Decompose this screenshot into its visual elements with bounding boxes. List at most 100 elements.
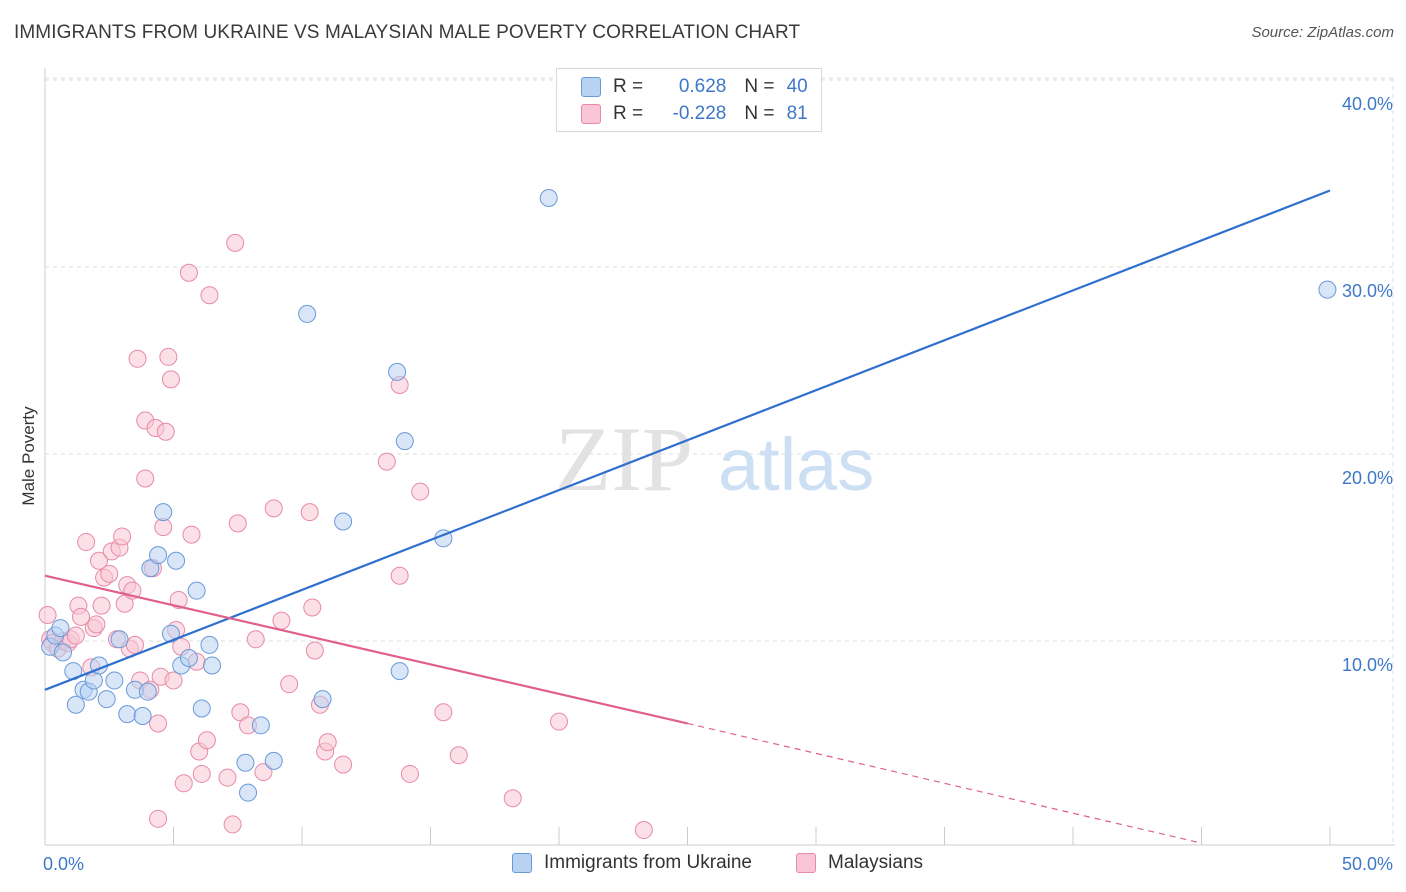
malaysians-point	[411, 482, 430, 501]
malaysians-point	[89, 551, 108, 570]
y-tick-label: 40.0%	[1342, 94, 1393, 114]
malaysians-trend-extension	[687, 722, 1202, 844]
legend-swatch-ukraine	[512, 853, 532, 873]
malaysians-point	[634, 821, 653, 840]
ukraine-point	[51, 619, 70, 638]
legend-r-label: R =	[613, 103, 649, 124]
ukraine-point	[154, 503, 173, 522]
malaysians-point	[154, 518, 173, 537]
ukraine-point	[539, 188, 558, 207]
ukraine-point	[138, 682, 157, 701]
malaysians-point	[377, 452, 396, 471]
x-tick-label: 0.0%	[43, 854, 84, 874]
malaysians-point	[400, 764, 419, 783]
ukraine-point	[298, 304, 317, 323]
malaysians-point	[503, 789, 522, 808]
malaysians-point	[100, 564, 119, 583]
watermark-atlas: atlas	[718, 423, 874, 506]
malaysians-point	[179, 263, 198, 282]
legend-item-ukraine: Immigrants from Ukraine	[512, 852, 752, 874]
ukraine-point	[167, 551, 186, 570]
legend-r-label: R =	[613, 76, 649, 97]
malaysians-point	[272, 611, 291, 630]
ukraine-point	[179, 649, 198, 667]
ukraine-point	[1318, 280, 1337, 299]
malaysians-point	[197, 731, 216, 750]
watermark-zip: ZIP	[555, 408, 693, 510]
malaysians-point	[550, 712, 568, 731]
ukraine-point	[203, 656, 222, 675]
malaysians-point	[38, 605, 57, 624]
watermark: ZIP atlas	[555, 408, 874, 510]
x-tick-label: 50.0%	[1342, 854, 1393, 874]
malaysians-point	[300, 503, 319, 522]
malaysians-point	[156, 422, 175, 441]
ukraine-point	[118, 705, 137, 724]
malaysians-point	[66, 626, 85, 645]
malaysians-point	[161, 370, 180, 389]
legend-r-value-ukraine: 0.628	[678, 76, 727, 97]
malaysians-point	[128, 349, 147, 368]
trend-lines	[44, 189, 1331, 844]
ukraine-point	[251, 716, 270, 735]
malaysians-point	[434, 703, 453, 722]
ukraine-trend-line	[44, 189, 1331, 691]
legend-row-ukraine: R = 0.628 N = 40	[581, 74, 808, 100]
ukraine-point	[388, 362, 407, 381]
legend-n-value-ukraine: 40	[786, 76, 808, 97]
ukraine-point	[66, 695, 85, 714]
malaysians-point	[149, 809, 168, 828]
malaysians-points	[38, 233, 653, 840]
legend-label-ukraine: Immigrants from Ukraine	[544, 852, 752, 873]
ukraine-point	[390, 662, 409, 681]
ukraine-point	[313, 690, 332, 709]
malaysians-point	[92, 596, 111, 615]
ukraine-point	[200, 635, 219, 654]
y-axis-label: Male Poverty	[19, 406, 38, 506]
malaysians-point	[264, 499, 283, 518]
malaysians-point	[303, 598, 322, 617]
malaysians-point	[159, 347, 178, 366]
legend-swatch-malaysians	[796, 853, 816, 873]
legend-item-malaysians: Malaysians	[796, 852, 923, 874]
malaysians-point	[226, 233, 245, 252]
malaysians-point	[169, 591, 188, 610]
legend-swatch-malaysians	[581, 104, 601, 124]
ukraine-point	[110, 630, 129, 649]
ukraine-point	[84, 671, 103, 690]
malaysians-point	[164, 671, 183, 690]
malaysians-point	[318, 733, 337, 752]
legend-row-malaysians: R = -0.228 N = 81	[581, 101, 808, 127]
legend-n-label: N =	[744, 103, 780, 124]
source-label: Source: ZipAtlas.com	[1251, 24, 1394, 41]
ukraine-point	[395, 432, 414, 451]
ukraine-point	[161, 624, 180, 643]
ukraine-point	[236, 753, 255, 772]
ukraine-point	[239, 783, 258, 802]
malaysians-point	[174, 774, 193, 793]
malaysians-point	[192, 764, 211, 783]
legend-r-value-malaysians: -0.228	[672, 103, 727, 124]
y-tick-label: 10.0%	[1342, 655, 1393, 675]
legend-label-malaysians: Malaysians	[828, 852, 924, 873]
ukraine-point	[105, 671, 124, 690]
malaysians-point	[200, 286, 219, 305]
series-legend: Immigrants from Ukraine Malaysians	[0, 852, 1406, 878]
malaysians-point	[334, 755, 353, 774]
ukraine-point	[192, 699, 211, 718]
tick-labels: 10.0% 20.0% 30.0% 40.0% 0.0% 50.0%	[43, 94, 1393, 874]
malaysians-point	[305, 641, 324, 660]
malaysians-point	[113, 527, 132, 546]
ukraine-point	[97, 690, 116, 709]
malaysians-point	[149, 714, 168, 733]
ukraine-point	[133, 706, 152, 725]
malaysians-point	[125, 635, 144, 654]
malaysians-point	[390, 566, 409, 585]
malaysians-point	[228, 514, 247, 533]
malaysians-trend-line	[44, 574, 688, 725]
malaysians-point	[182, 525, 201, 544]
malaysians-point	[87, 615, 106, 634]
legend-n-value-malaysians: 81	[786, 103, 808, 124]
malaysians-point	[77, 533, 96, 552]
